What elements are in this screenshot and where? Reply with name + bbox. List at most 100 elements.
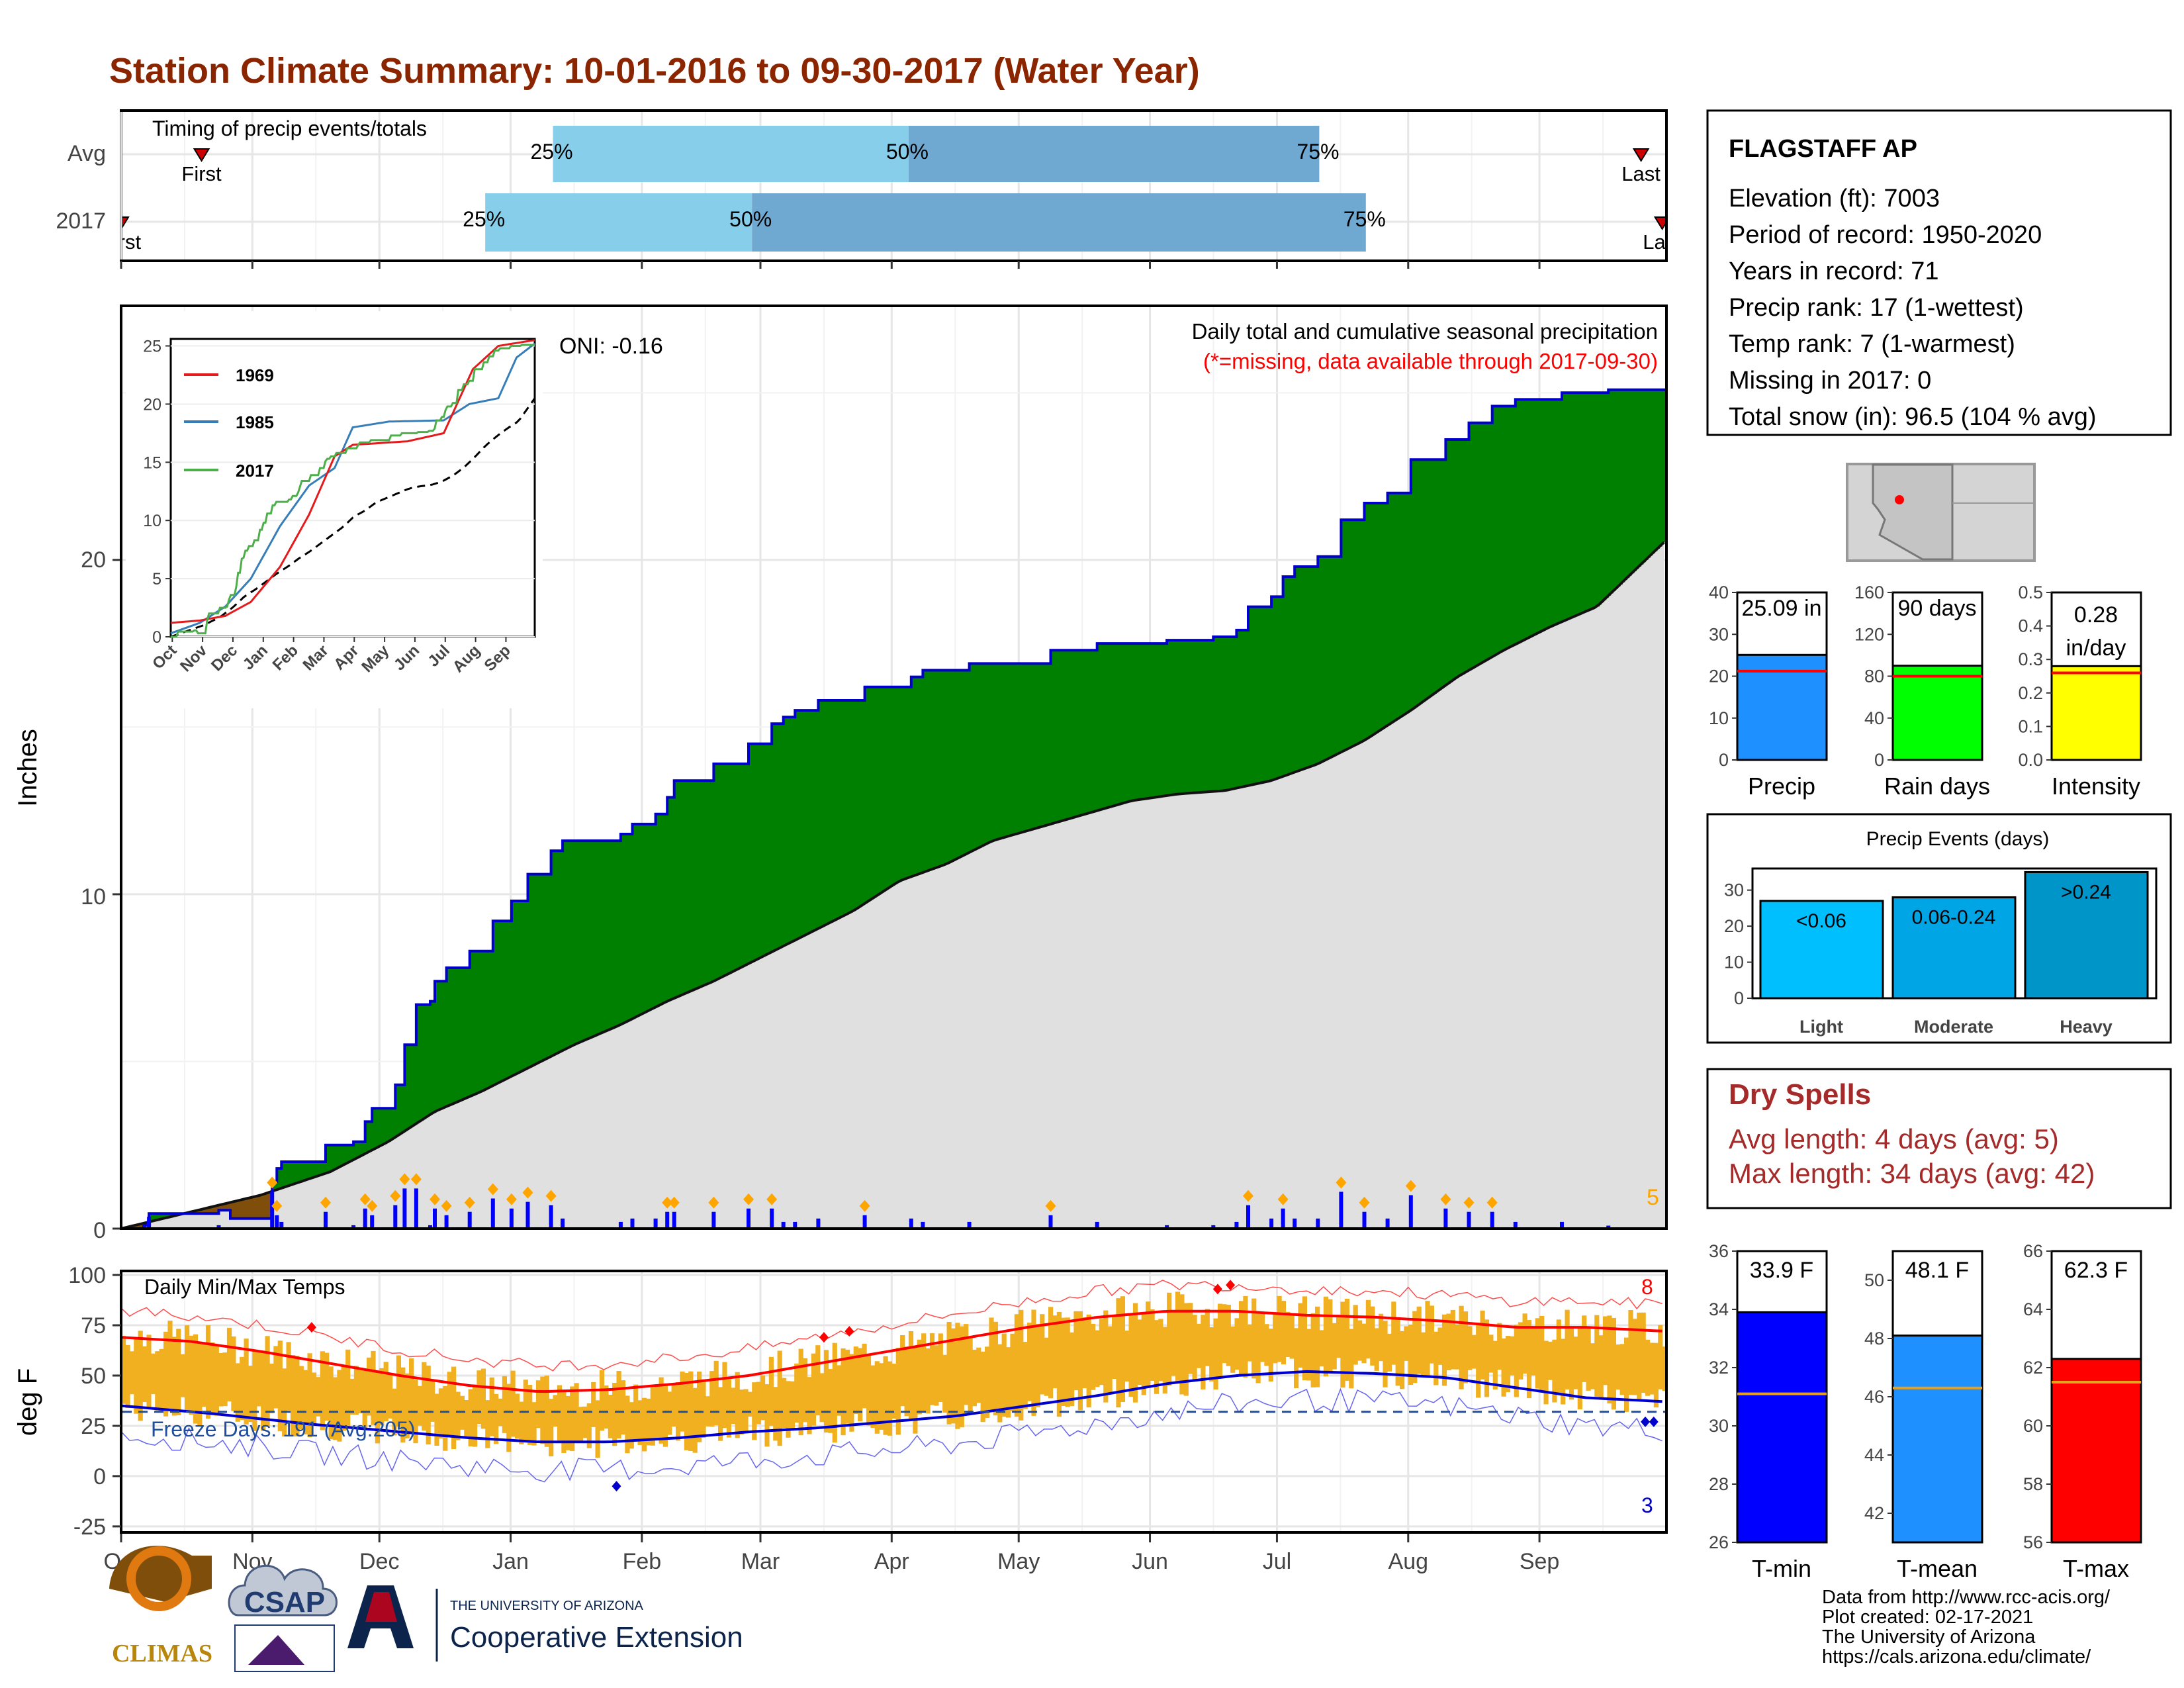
daily-temp-bar bbox=[841, 1348, 846, 1436]
daily-temp-bar bbox=[1137, 1319, 1142, 1385]
summary-bar-fill bbox=[2050, 665, 2142, 761]
daily-temp-bar bbox=[396, 1355, 401, 1427]
above-normal-strip bbox=[1271, 596, 1275, 781]
daily-temp-bar bbox=[218, 1353, 224, 1407]
hot-extreme-count: 8 bbox=[1641, 1275, 1653, 1299]
above-normal-strip bbox=[848, 700, 852, 914]
station-years: Years in record: 71 bbox=[1729, 258, 1939, 285]
above-normal-strip bbox=[430, 1001, 433, 1115]
daily-precip-bar bbox=[428, 1225, 432, 1229]
above-normal-strip bbox=[1109, 643, 1112, 808]
daily-temp-bar bbox=[1463, 1311, 1469, 1383]
below-normal-strip bbox=[242, 1199, 245, 1219]
daily-temp-bar bbox=[1450, 1309, 1455, 1370]
events-tick-label: 20 bbox=[1724, 916, 1744, 936]
above-normal-strip bbox=[337, 1145, 340, 1168]
above-normal-strip bbox=[1418, 459, 1421, 706]
daily-temp-bar bbox=[1649, 1342, 1655, 1395]
temp-bar-fill bbox=[2050, 1358, 2142, 1544]
precip-event-bar bbox=[2024, 870, 2149, 1000]
above-normal-strip bbox=[923, 670, 926, 873]
csap-logo-text: CSAP bbox=[244, 1586, 325, 1618]
daily-temp-bar bbox=[604, 1385, 609, 1429]
below-normal-strip bbox=[235, 1201, 238, 1219]
above-normal-strip bbox=[369, 1121, 373, 1152]
daily-precip-bar bbox=[270, 1192, 275, 1229]
last-event-label: Last bbox=[1643, 230, 1682, 254]
daily-temp-bar bbox=[459, 1395, 465, 1430]
above-normal-strip bbox=[692, 780, 696, 990]
daily-temp-bar bbox=[1637, 1312, 1642, 1399]
daily-temp-bar bbox=[1619, 1344, 1625, 1395]
daily-temp-bar bbox=[620, 1380, 626, 1435]
temp-bar-tick-label: 64 bbox=[2023, 1299, 2043, 1319]
precip-event-bar-label: >0.24 bbox=[2061, 881, 2111, 903]
above-normal-strip bbox=[881, 686, 884, 893]
above-normal-strip bbox=[1433, 459, 1437, 694]
inset-1985-line bbox=[170, 342, 535, 635]
above-normal-strip bbox=[478, 951, 482, 1093]
above-normal-strip bbox=[1367, 503, 1370, 739]
month-tick-label: May bbox=[997, 1549, 1040, 1574]
above-normal-strip bbox=[397, 1084, 400, 1136]
above-normal-strip bbox=[1155, 643, 1158, 798]
above-normal-strip bbox=[523, 901, 526, 1071]
precip-event-bar-label: <0.06 bbox=[1796, 910, 1846, 932]
daily-temp-bar bbox=[1539, 1315, 1545, 1392]
temp-bar-tick-label: 28 bbox=[1709, 1474, 1729, 1494]
above-normal-strip bbox=[1604, 393, 1607, 600]
daily-temp-bar bbox=[477, 1370, 482, 1424]
above-normal-strip bbox=[1332, 556, 1335, 757]
daily-temp-bar bbox=[519, 1401, 524, 1444]
above-normal-strip bbox=[1373, 503, 1377, 735]
above-normal-strip bbox=[1187, 640, 1191, 794]
above-normal-strip bbox=[1527, 399, 1530, 639]
extreme-precip-marker bbox=[441, 1199, 452, 1212]
daily-temp-bar bbox=[1179, 1294, 1185, 1395]
above-normal-strip bbox=[1292, 577, 1295, 773]
temp-panel: Daily Min/Max Temps Freeze Days: 191 (Av… bbox=[13, 1263, 1668, 1574]
daily-temp-bar bbox=[934, 1345, 939, 1406]
above-normal-strip bbox=[760, 743, 763, 958]
above-normal-strip bbox=[1350, 520, 1353, 748]
cold-extreme-count: 3 bbox=[1641, 1493, 1653, 1517]
above-normal-strip bbox=[809, 710, 812, 933]
above-normal-strip bbox=[1020, 663, 1024, 833]
below-normal-strip bbox=[230, 1202, 234, 1219]
daily-precip-bar bbox=[781, 1221, 786, 1229]
daily-temp-bar bbox=[1183, 1303, 1189, 1396]
daily-temp-bar bbox=[434, 1393, 439, 1446]
above-normal-strip bbox=[1181, 640, 1184, 794]
above-normal-strip bbox=[316, 1162, 320, 1177]
above-normal-strip bbox=[1606, 393, 1609, 598]
below-normal-strip bbox=[137, 1225, 140, 1229]
daily-temp-bar bbox=[574, 1383, 579, 1442]
above-normal-strip bbox=[690, 780, 694, 992]
daily-temp-bar bbox=[1421, 1332, 1426, 1377]
daily-precip-bar bbox=[275, 1215, 279, 1229]
daily-temp-bar bbox=[1379, 1313, 1384, 1362]
above-normal-strip bbox=[1173, 640, 1177, 795]
above-normal-strip bbox=[1320, 556, 1323, 763]
temp-bar-tick-label: 36 bbox=[1709, 1241, 1729, 1261]
above-normal-strip bbox=[1213, 637, 1216, 792]
above-normal-strip bbox=[1290, 577, 1293, 774]
daily-temp-bar bbox=[1027, 1323, 1032, 1401]
daily-precip-bar bbox=[1560, 1221, 1564, 1229]
daily-temp-bar bbox=[1281, 1301, 1286, 1365]
daily-precip-bar bbox=[1281, 1208, 1285, 1229]
above-normal-strip bbox=[295, 1162, 298, 1184]
daily-temp-bar bbox=[1162, 1327, 1167, 1394]
below-normal-strip bbox=[240, 1200, 243, 1219]
daily-temp-bar bbox=[646, 1398, 651, 1446]
above-normal-strip bbox=[1253, 606, 1256, 785]
above-normal-strip bbox=[1097, 643, 1100, 811]
station-location-marker bbox=[1895, 495, 1904, 504]
daily-temp-bar bbox=[612, 1383, 617, 1446]
above-normal-strip bbox=[1415, 459, 1418, 708]
above-normal-strip bbox=[762, 743, 766, 957]
above-normal-strip bbox=[1392, 492, 1395, 723]
above-normal-strip bbox=[1487, 422, 1490, 660]
above-normal-strip bbox=[490, 951, 494, 1087]
